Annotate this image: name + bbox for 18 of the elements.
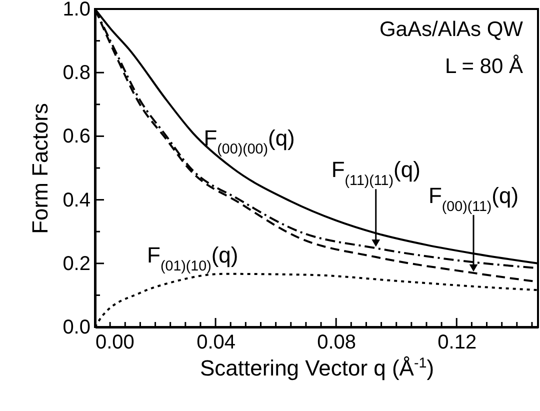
y-tick-label: 1.0: [62, 0, 90, 20]
x-tick-label: 0.08: [317, 332, 356, 354]
y-tick-label: 0.8: [62, 62, 90, 84]
annotation: F$_{(00)(00)}$(q): [204, 126, 295, 158]
y-tick-label: 0.0: [62, 316, 90, 338]
annotation: F$_{(00)(11)}$(q): [428, 182, 519, 215]
annotation: F$_{(01)(10)}$(q): [147, 242, 238, 275]
annotation: F$_{(11)(11)}$(q): [331, 157, 420, 190]
x-tick-label: 0.00: [96, 332, 134, 354]
x-axis-title: Scattering Vector q (Å$^{-1}$): [200, 356, 434, 380]
y-tick-label: 0.2: [62, 252, 90, 275]
y-axis-title: Form Factors: [28, 103, 53, 234]
x-tick-label: 0.12: [438, 332, 477, 354]
y-tick-label: 0.6: [62, 126, 90, 148]
annotation: L = 80 Å: [444, 54, 523, 78]
annotation: GaAs/AlAs QW: [379, 18, 524, 41]
x-tick-label: 0.04: [196, 332, 236, 354]
y-tick-label: 0.4: [62, 189, 90, 212]
